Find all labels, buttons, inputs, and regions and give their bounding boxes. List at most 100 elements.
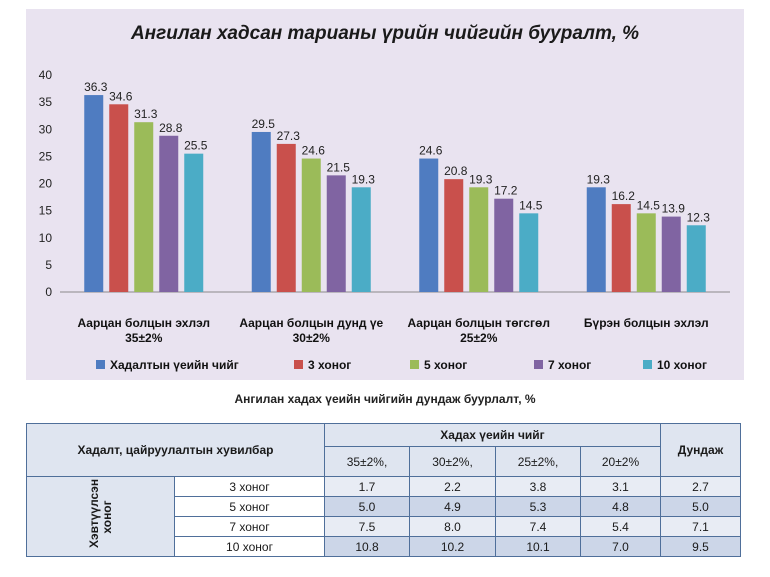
- legend-swatch: [294, 360, 303, 369]
- row-group-label-text: Хэвтүүлсэн хоног: [86, 478, 114, 548]
- bar: [251, 131, 271, 292]
- row-label-10: 10 хоног: [174, 536, 325, 557]
- header-moisture-25: 25±2%,: [495, 446, 581, 477]
- table-cell: 10.1: [495, 536, 581, 557]
- bar: [636, 213, 656, 292]
- x-tick-label: Бүрэн болцын эхлэл: [584, 316, 709, 330]
- bar: [84, 95, 104, 292]
- table-cell-avg: 7.1: [660, 516, 741, 537]
- header-moisture-35: 35±2%,: [324, 446, 410, 477]
- data-label: 17.2: [494, 184, 518, 198]
- bar: [661, 216, 681, 292]
- header-moisture-20: 20±2%: [580, 446, 661, 477]
- data-label: 29.5: [252, 117, 276, 131]
- table-cell: 10.8: [324, 536, 410, 557]
- table-cell: 8.0: [409, 516, 496, 537]
- header-average: Дундаж: [660, 423, 741, 477]
- bar: [586, 187, 606, 292]
- table-caption: Ангилан хадах үеийн чийгийн дундаж буурл…: [234, 392, 536, 406]
- table-cell: 10.2: [409, 536, 496, 557]
- table-cell: 4.8: [580, 496, 661, 517]
- y-tick-label: 5: [45, 258, 52, 272]
- table-cell: 4.9: [409, 496, 496, 517]
- x-tick-label: Аарцан болцын эхлэл: [77, 316, 210, 330]
- table-cell: 3.1: [580, 476, 661, 497]
- x-tick-label: Аарцан болцын төгсгөл: [407, 316, 550, 330]
- x-tick-label: 35±2%: [125, 331, 163, 345]
- bar: [469, 187, 489, 292]
- y-tick-label: 20: [39, 177, 53, 191]
- table-cell: 5.4: [580, 516, 661, 537]
- y-tick-label: 35: [39, 95, 53, 109]
- data-label: 34.6: [109, 89, 133, 103]
- header-moisture-30: 30±2%,: [409, 446, 496, 477]
- bar: [686, 225, 706, 292]
- header-moisture-group: Хадах үеийн чийг: [324, 423, 661, 447]
- legend-swatch: [534, 360, 543, 369]
- bar: [109, 104, 129, 292]
- legend-swatch: [410, 360, 419, 369]
- y-tick-label: 30: [39, 122, 53, 136]
- table-cell-avg: 2.7: [660, 476, 741, 497]
- data-label: 19.3: [352, 172, 376, 186]
- y-tick-label: 40: [39, 68, 53, 82]
- x-tick-label: Аарцан болцын дунд үе: [239, 316, 383, 330]
- data-label: 14.5: [519, 198, 543, 212]
- x-tick-label: 30±2%: [293, 331, 331, 345]
- bar: [326, 175, 346, 292]
- table-cell: 5.3: [495, 496, 581, 517]
- table-cell: 3.8: [495, 476, 581, 497]
- data-label: 14.5: [637, 198, 661, 212]
- table-cell: 7.0: [580, 536, 661, 557]
- row-label-5: 5 хоног: [174, 496, 325, 517]
- x-tick-label: 25±2%: [460, 331, 498, 345]
- table-cell: 5.0: [324, 496, 410, 517]
- legend-label: Хадалтын үеийн чийг: [110, 358, 239, 372]
- table-cell: 7.4: [495, 516, 581, 537]
- bar: [519, 213, 539, 292]
- bar: [611, 204, 631, 292]
- bar: [134, 122, 154, 292]
- data-label: 25.5: [184, 139, 208, 153]
- table-cell: 7.5: [324, 516, 410, 537]
- legend-swatch: [96, 360, 105, 369]
- bar: [494, 198, 514, 292]
- chart-panel: Ангилан хадсан тарианы үрийн чийгийн буу…: [26, 9, 744, 380]
- header-variant: Хадалт, цайруулалтын хувилбар: [26, 423, 325, 477]
- data-label: 20.8: [444, 164, 468, 178]
- legend-label: 5 хоног: [424, 358, 467, 372]
- bar: [184, 153, 204, 292]
- data-label: 21.5: [327, 160, 351, 174]
- legend-label: 3 хоног: [308, 358, 351, 372]
- data-label: 31.3: [134, 107, 158, 121]
- legend-label: 10 хоног: [657, 358, 707, 372]
- bar-chart: 0 5 10 15 20 25 30 35 40 36.334.631.328.825.5 Аарц…: [39, 68, 730, 372]
- y-tick-label: 0: [45, 285, 52, 299]
- legend-swatch: [643, 360, 652, 369]
- y-tick-label: 25: [39, 149, 53, 163]
- y-tick-label: 15: [39, 204, 53, 218]
- row-label-7: 7 хоног: [174, 516, 325, 537]
- data-label: 19.3: [469, 172, 493, 186]
- row-label-3: 3 хоног: [174, 476, 325, 497]
- chart-title: Ангилан хадсан тарианы үрийн чийгийн буу…: [130, 23, 640, 44]
- y-tick-label: 10: [39, 231, 53, 245]
- bar: [351, 187, 371, 292]
- data-label: 13.9: [662, 202, 686, 216]
- data-label: 24.6: [302, 144, 326, 158]
- table-cell-avg: 9.5: [660, 536, 741, 557]
- legend-label: 7 хоног: [548, 358, 591, 372]
- data-label: 28.8: [159, 121, 183, 135]
- table-cell: 2.2: [409, 476, 496, 497]
- data-label: 24.6: [419, 144, 443, 158]
- bar: [301, 158, 321, 292]
- table-cell: 1.7: [324, 476, 410, 497]
- row-group-label: Хэвтүүлсэн хоног: [26, 476, 175, 557]
- moisture-table: Хадалт, цайруулалтын хувилбар Хадах үеий…: [26, 423, 741, 557]
- bar: [276, 143, 296, 292]
- table-cell-avg: 5.0: [660, 496, 741, 517]
- data-label: 16.2: [612, 189, 636, 203]
- data-label: 12.3: [687, 210, 711, 224]
- data-label: 19.3: [587, 172, 611, 186]
- data-label: 27.3: [277, 129, 301, 143]
